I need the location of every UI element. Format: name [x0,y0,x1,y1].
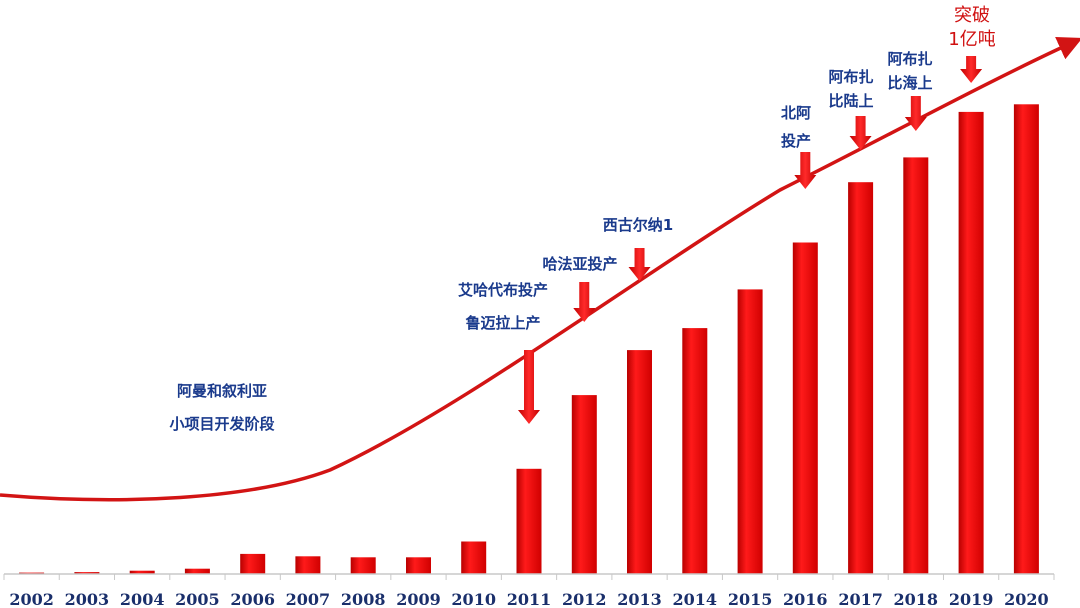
x-tick-label: 2013 [617,590,662,608]
x-tick-label: 2019 [949,590,994,608]
annotation-2019-line2: 1亿吨 [948,29,995,50]
annotation-2017-line1: 阿布扎 [828,68,873,86]
bar-2012 [571,395,597,574]
bar-2011 [516,468,542,574]
x-tick-label: 2008 [341,590,386,608]
bar-2006 [240,553,266,574]
annotation-2019-line1: 突破 [954,5,990,26]
arrow-2011 [518,350,540,424]
x-axis: 2002 2003 2004 2005 2006 2007 2008 2009 2010 2011… [3,573,1055,608]
annotation-2011-line2: 鲁迈拉上产 [465,314,540,332]
x-tick-label: 2003 [65,590,110,608]
annotation-2008-line2: 小项目开发阶段 [169,415,274,433]
x-tick-label: 2015 [728,590,773,608]
x-tick-label: 2020 [1004,590,1049,608]
bar-2003 [74,572,100,574]
x-tick-label: 2018 [894,590,939,608]
bar-2015 [737,289,763,574]
arrow-2017 [849,116,872,150]
bar-2010 [461,541,487,574]
annotation-2018-line2: 比海上 [887,74,932,92]
x-tick-label: 2017 [838,590,883,608]
bar-2004 [129,570,155,574]
x-tick-label: 2006 [230,590,275,608]
bar-2018 [903,157,929,574]
bar-2008 [350,557,376,574]
bars-layer [19,104,1039,575]
annotation-2013-line1: 西古尔纳1 [603,216,673,234]
bar-2020 [1013,104,1039,575]
x-tick-label: 2002 [9,590,54,608]
x-tick-label: 2009 [396,590,441,608]
bar-2009 [406,557,431,574]
x-tick-label: 2004 [120,590,165,608]
x-tick-label: 2012 [562,590,607,608]
bar-2019 [958,111,984,575]
x-tick-label: 2016 [783,590,828,608]
x-tick-label: 2007 [286,590,331,608]
annotation-2016-line2: 投产 [781,132,811,150]
x-tick-label: 2010 [451,590,496,608]
arrow-2016 [794,152,817,189]
x-tick-label: 2014 [673,590,718,608]
arrow-2013 [628,248,651,281]
arrow-2019 [960,56,983,83]
annotation-2012-line1: 哈法亚投产 [542,255,617,273]
annotation-2017-line2: 比陆上 [828,92,873,110]
bar-2017 [848,182,874,574]
arrow-2012 [573,282,596,322]
bar-2013 [627,350,652,574]
annotation-2011-line1: 艾哈代布投产 [458,281,548,299]
arrow-2018 [904,96,927,131]
bar-2005 [184,568,210,574]
bar-2007 [295,556,321,574]
annotation-2016-line1: 北阿 [781,104,811,122]
x-tick-label: 2005 [175,590,220,608]
bar-2014 [682,328,708,574]
annotation-2018-line1: 阿布扎 [887,50,932,68]
x-tick-label: 2011 [507,590,552,608]
bar-2016 [792,242,818,574]
annotation-2008-line1: 阿曼和叙利亚 [177,382,267,400]
